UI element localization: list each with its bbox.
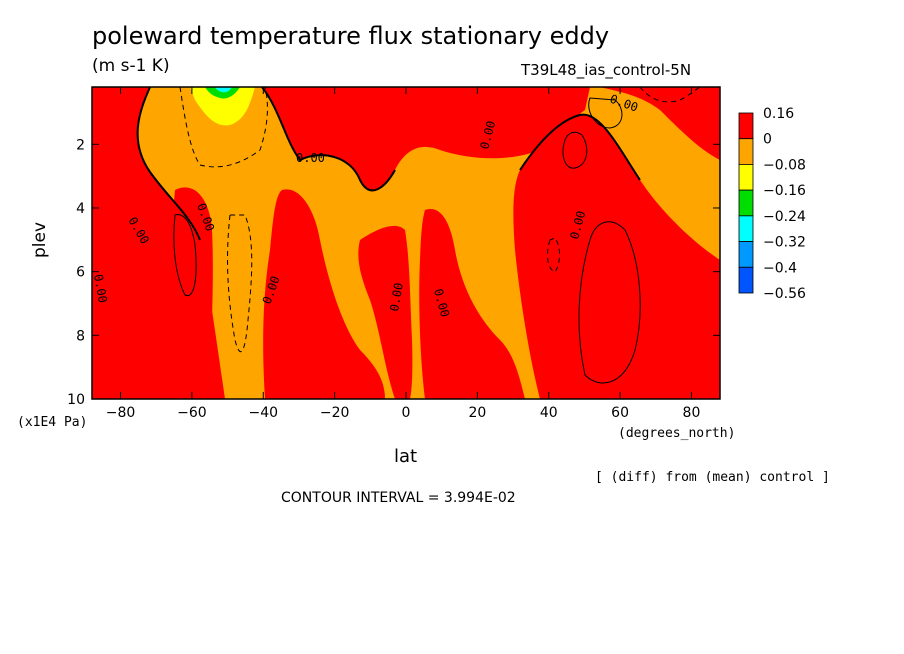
colorbar-label: 0.16 — [763, 106, 794, 122]
x-tick-label: −80 — [106, 405, 136, 421]
y-tick-label: 4 — [76, 201, 85, 217]
y-tick-label: 2 — [76, 137, 85, 153]
contour-label-9: 0.00 — [91, 273, 110, 304]
colorbar-swatch — [738, 215, 754, 242]
diff-note: [ (diff) from (mean) control ] — [595, 470, 830, 485]
colorbar-label: −0.24 — [763, 209, 806, 225]
negative-regions — [190, 87, 255, 126]
positive-contours — [173, 97, 641, 384]
cyan-region — [215, 87, 232, 93]
units-label: (m s-1 K) — [92, 56, 170, 76]
y-axis-unit: (x1E4 Pa) — [17, 415, 88, 430]
negative-contours — [179, 86, 701, 353]
red-region-eq — [358, 225, 413, 399]
colorbar-label: −0.08 — [763, 157, 806, 173]
yellow-region — [190, 87, 255, 126]
x-axis-unit: (degrees_north) — [618, 426, 736, 441]
colorbar-label: −0.32 — [763, 235, 806, 251]
contour-interval: CONTOUR INTERVAL = 3.994E-02 — [281, 490, 516, 506]
contour-label-2: 0.00 — [296, 151, 325, 165]
y-tick-label: 8 — [76, 328, 85, 344]
x-tick-label: 20 — [468, 405, 486, 421]
red-region-neg20 — [263, 189, 385, 399]
colorbar-swatch — [738, 112, 754, 140]
x-tick-label: 60 — [611, 405, 629, 421]
red-region-np — [600, 87, 720, 160]
colorbar-swatch — [738, 266, 754, 294]
red-region-midlat — [172, 187, 213, 363]
y-tick-label: 6 — [76, 265, 85, 281]
colorbar-swatch — [738, 189, 754, 217]
x-tick-label: 0 — [402, 405, 411, 421]
y-tick-label: 10 — [67, 392, 85, 408]
x-tick-label: −60 — [177, 405, 207, 421]
colorbar-label: −0.16 — [763, 183, 806, 199]
contour-label-4: 0.00 — [387, 282, 406, 313]
x-tick-label: −20 — [320, 405, 350, 421]
colorbar-swatch — [738, 164, 754, 191]
zero-contours — [136, 86, 641, 241]
plot-area: 0.00 0.00 0.00 0.00 0.00 0.00 0.00 0.00 … — [91, 86, 721, 400]
axes: −80 −60 −40 −20 0 20 40 60 80 2 4 6 8 10 — [67, 87, 720, 421]
green-region — [205, 87, 240, 99]
red-region-50n — [513, 114, 720, 399]
red-region-upper — [262, 87, 590, 191]
x-tick-label: −40 — [248, 405, 278, 421]
red-region-10n — [419, 209, 525, 399]
x-tick-label: 40 — [540, 405, 558, 421]
colorbar-label: 0 — [763, 132, 772, 148]
x-tick-label: 80 — [683, 405, 701, 421]
colorbar-swatch — [738, 138, 754, 165]
colorbar-swatch — [738, 241, 754, 268]
run-label: T39L48_ias_control-5N — [521, 61, 692, 79]
chart-title: poleward temperature flux stationary edd… — [92, 22, 610, 50]
colorbar-label: −0.56 — [763, 286, 806, 302]
colorbar: 0.16 0 −0.08 −0.16 −0.24 −0.32 −0.4 −0.56 — [738, 106, 806, 302]
positive-regions — [92, 87, 720, 399]
colorbar-label: −0.4 — [763, 260, 797, 276]
x-axis-label: lat — [394, 446, 418, 467]
